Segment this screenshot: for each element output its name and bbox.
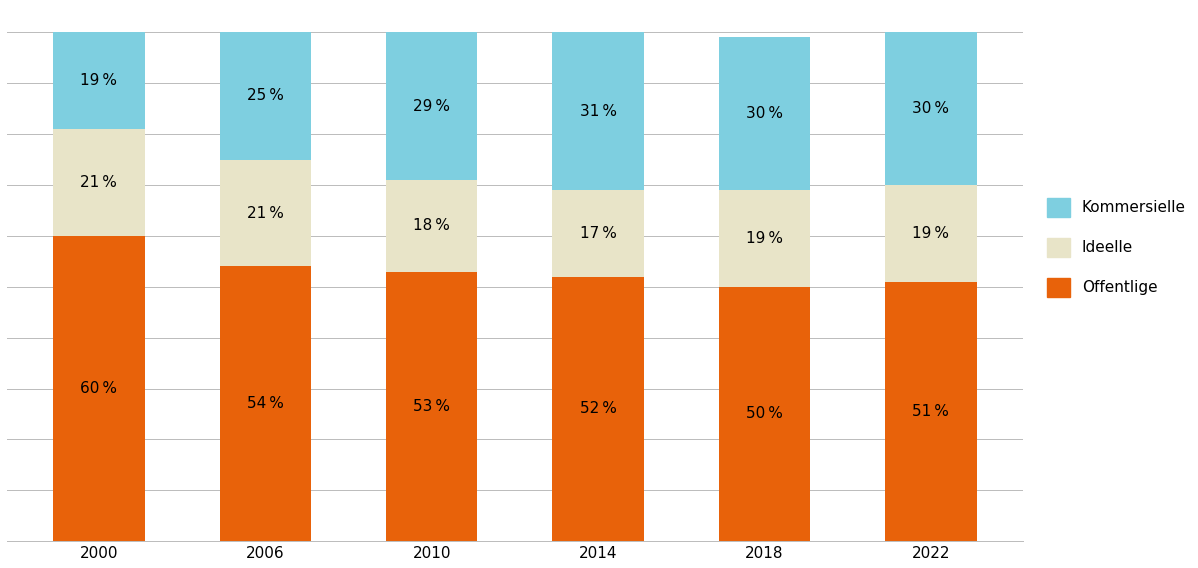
Bar xyxy=(552,190,643,277)
Text: 17 %: 17 % xyxy=(580,226,617,241)
Text: 29 %: 29 % xyxy=(413,99,450,114)
Text: 21 %: 21 % xyxy=(80,175,117,190)
Text: 51 %: 51 % xyxy=(913,404,949,419)
Text: 25 %: 25 % xyxy=(247,89,284,103)
Bar xyxy=(386,180,478,272)
Bar xyxy=(885,32,976,185)
Bar xyxy=(552,32,643,190)
Bar xyxy=(53,236,145,541)
Bar xyxy=(719,190,810,287)
Legend: Kommersielle, Ideelle, Offentlige: Kommersielle, Ideelle, Offentlige xyxy=(1041,192,1192,303)
Text: 52 %: 52 % xyxy=(580,402,617,416)
Bar xyxy=(219,266,311,541)
Text: 53 %: 53 % xyxy=(413,399,450,414)
Text: 21 %: 21 % xyxy=(247,206,284,220)
Bar xyxy=(386,272,478,541)
Bar xyxy=(719,37,810,190)
Text: 31 %: 31 % xyxy=(580,104,617,119)
Bar xyxy=(719,287,810,541)
Bar xyxy=(885,185,976,282)
Text: 30 %: 30 % xyxy=(913,101,949,116)
Text: 54 %: 54 % xyxy=(247,396,284,411)
Bar xyxy=(53,32,145,129)
Bar xyxy=(552,277,643,541)
Bar xyxy=(885,282,976,541)
Bar xyxy=(219,32,311,160)
Text: 19 %: 19 % xyxy=(80,73,117,88)
Text: 19 %: 19 % xyxy=(746,231,783,246)
Text: 50 %: 50 % xyxy=(746,407,782,421)
Text: 18 %: 18 % xyxy=(413,218,450,233)
Bar xyxy=(219,160,311,266)
Text: 30 %: 30 % xyxy=(746,106,783,122)
Bar xyxy=(386,32,478,180)
Bar xyxy=(53,129,145,236)
Text: 60 %: 60 % xyxy=(80,381,117,396)
Text: 19 %: 19 % xyxy=(913,226,949,241)
